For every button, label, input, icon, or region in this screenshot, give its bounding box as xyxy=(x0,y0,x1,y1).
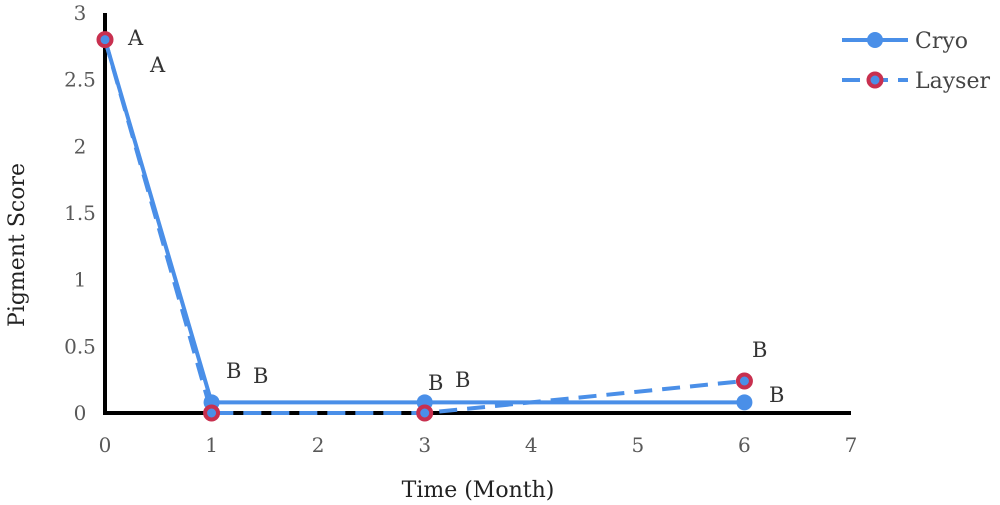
annotations: AB B BAB BB xyxy=(127,26,784,407)
x-tick-label: 3 xyxy=(418,433,431,457)
x-tick-label: 7 xyxy=(845,433,858,457)
legend-marker xyxy=(867,32,883,48)
data-point-layser xyxy=(96,31,114,49)
x-tick-label: 4 xyxy=(525,433,538,457)
y-tick-label: 2.5 xyxy=(64,68,96,92)
data-point-layser xyxy=(416,404,434,422)
x-tick-label: 1 xyxy=(205,433,218,457)
significance-label: B xyxy=(455,368,470,392)
y-axis-label: Pigment Score xyxy=(5,163,30,327)
legend-label: Layser xyxy=(915,69,990,94)
x-tick-label: 0 xyxy=(99,433,112,457)
legend-marker xyxy=(866,71,884,89)
y-tick-label: 0.5 xyxy=(64,334,96,358)
data-point-layser xyxy=(203,404,221,422)
y-tick-label: 3 xyxy=(74,1,87,25)
series-line-cryo xyxy=(103,39,745,405)
series-lines xyxy=(96,31,753,422)
legend-label: Cryo xyxy=(915,29,968,54)
significance-label: B xyxy=(253,364,268,388)
x-tick-label: 6 xyxy=(738,433,751,457)
significance-label: B xyxy=(769,383,784,407)
x-tick-label: 5 xyxy=(631,433,644,457)
significance-label: B xyxy=(752,338,767,362)
y-tick-label: 1 xyxy=(74,268,87,292)
y-tick-label: 1.5 xyxy=(64,201,96,225)
data-point-layser xyxy=(735,372,753,390)
significance-label: A xyxy=(127,26,144,50)
legend: Cryo Layser xyxy=(842,29,990,94)
significance-label: B xyxy=(226,359,241,383)
data-point-cryo xyxy=(736,394,753,411)
significance-label: A xyxy=(149,53,166,77)
series-line-layser xyxy=(103,39,745,415)
y-tick-label: 0 xyxy=(74,401,87,425)
significance-label: B xyxy=(428,371,443,395)
x-axis-label: Time (Month) xyxy=(402,478,555,503)
x-tick-label: 2 xyxy=(312,433,325,457)
y-tick-label: 2 xyxy=(74,134,87,158)
